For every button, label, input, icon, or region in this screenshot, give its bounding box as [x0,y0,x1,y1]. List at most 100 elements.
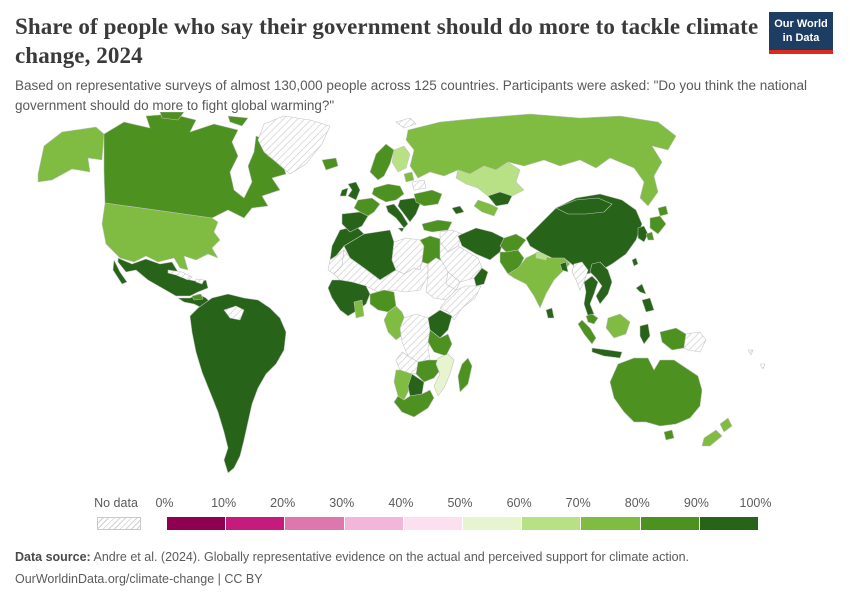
region-caucasus[interactable] [451,205,465,215]
region-korea[interactable] [637,225,649,243]
region-tasmania[interactable] [663,429,675,441]
region-oman-uae[interactable] [473,267,489,287]
legend-tick-label: 20% [270,496,296,510]
region-canada[interactable] [103,113,287,219]
region-yemen[interactable] [445,271,461,291]
chart-subtitle: Based on representative surveys of almos… [15,78,807,113]
region-uzbekistan[interactable] [487,191,513,207]
region-turkmenistan[interactable] [473,199,499,217]
legend-tick-label: 80% [624,496,650,510]
legend-tick-label: 10% [211,496,237,510]
region-new-zealand-south[interactable] [701,429,723,447]
region-pacific-islands-2[interactable] [759,363,766,370]
region-finland[interactable] [391,145,411,173]
owid-logo-line2: in Data [782,32,820,45]
region-south-africa[interactable] [393,389,435,418]
region-japan-hokkaido[interactable] [657,205,669,217]
region-india[interactable] [507,251,571,309]
region-sahel[interactable] [333,249,429,293]
region-horn-of-africa[interactable] [439,285,482,321]
region-france[interactable] [353,197,381,217]
region-myanmar[interactable] [571,261,589,291]
region-honduras[interactable] [191,293,204,301]
owid-logo[interactable]: Our World in Data [769,12,833,54]
region-mexico[interactable] [117,257,209,297]
chart-footer: Data source: Andre et al. (2024). Global… [15,547,835,591]
region-philippines-mindanao[interactable] [641,297,655,313]
region-zambia-zimbabwe[interactable] [415,359,443,383]
region-libya[interactable] [391,237,425,275]
legend-bin-20-30%[interactable] [285,517,345,530]
region-pacific-islands-1[interactable] [747,349,754,356]
region-sumatra[interactable] [577,319,597,345]
region-java[interactable] [591,347,623,359]
region-malawi-mozambique[interactable] [433,353,455,397]
region-madagascar[interactable] [457,357,473,393]
region-borneo[interactable] [605,313,631,339]
region-afghanistan[interactable] [499,233,527,253]
legend-tick-label: 40% [388,496,414,510]
legend-bin-40-50%[interactable] [403,517,464,530]
region-philippines-luzon[interactable] [635,283,647,295]
region-mexico-baja[interactable] [112,259,128,285]
legend-bin-60-70%[interactable] [522,517,582,530]
region-bangladesh[interactable] [559,261,569,273]
region-guyanas[interactable] [223,305,245,321]
region-greenland[interactable] [257,115,331,175]
region-taiwan[interactable] [631,257,639,267]
legend-tick-label: 60% [506,496,532,510]
region-alaska[interactable] [37,126,105,183]
legend-bin-10-20%[interactable] [226,517,286,530]
region-australia[interactable] [609,357,703,427]
region-new-zealand-north[interactable] [719,417,733,433]
region-baltics[interactable] [403,171,415,183]
region-japan-kyushu[interactable] [645,231,655,241]
region-iceland[interactable] [321,157,339,171]
legend-bin-90-100%[interactable] [699,517,759,530]
owid-link-line[interactable]: OurWorldinData.org/climate-change | CC B… [15,571,263,586]
region-italy-sicily[interactable] [397,227,405,233]
region-nordic[interactable] [369,143,395,181]
region-usa[interactable] [101,202,221,271]
region-turkey[interactable] [421,219,453,233]
region-south-america[interactable] [189,293,287,474]
legend-tick-label: 0% [155,496,174,510]
legend-bin-50-60%[interactable] [463,517,523,530]
region-west-africa[interactable] [327,279,371,317]
region-svalbard[interactable] [395,117,417,129]
legend-tick-label: 90% [683,496,709,510]
region-namibia[interactable] [393,369,413,401]
region-uk[interactable] [347,181,361,201]
region-hispaniola[interactable] [195,278,205,285]
region-indochina[interactable] [589,261,613,305]
region-ukraine[interactable] [413,189,443,207]
legend-bin-80-90%[interactable] [640,517,700,530]
region-belarus[interactable] [411,179,427,191]
region-canada-arctic-island[interactable] [159,112,185,121]
region-mongolia[interactable] [555,197,613,215]
legend-bin-70-80%[interactable] [581,517,641,530]
region-japan-honshu[interactable] [649,215,667,235]
region-central-europe[interactable] [371,183,405,203]
region-cuba[interactable] [167,269,193,281]
legend-bin-0-10%[interactable] [167,517,227,530]
legend-tick-label: 100% [739,496,772,510]
region-sri-lanka[interactable] [545,307,555,319]
region-kazakhstan[interactable] [455,161,525,197]
region-ghana[interactable] [353,299,365,319]
region-china[interactable] [525,193,643,275]
region-west-new-guinea[interactable] [659,327,687,351]
region-tanzania[interactable] [427,329,453,357]
legend-tick-label: 50% [447,496,473,510]
region-sulawesi[interactable] [639,323,651,345]
region-italy[interactable] [385,203,409,229]
region-papua-new-guinea[interactable] [683,331,707,353]
region-malaysia[interactable] [585,313,599,325]
region-iran[interactable] [457,227,505,261]
region-thailand[interactable] [583,275,599,317]
legend-bin-30-40%[interactable] [344,517,404,530]
region-ireland[interactable] [339,187,349,197]
no-data-swatch[interactable] [97,517,141,530]
region-russia[interactable] [405,113,677,207]
region-canada-arctic-island2[interactable] [227,115,249,127]
